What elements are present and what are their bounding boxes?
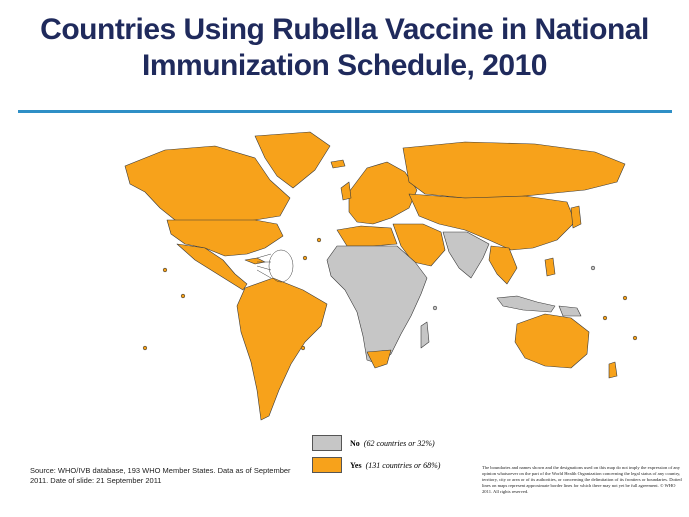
indonesia <box>496 295 556 313</box>
iceland <box>330 159 346 169</box>
legend-item-no: No (62 countries or 32%) <box>312 434 440 452</box>
source-line-2: 2011. Date of slide: 21 September 2011 <box>30 476 162 485</box>
source-line-1: Source: WHO/IVB database, 193 WHO Member… <box>30 466 291 475</box>
europe <box>348 161 418 225</box>
russia <box>402 141 626 199</box>
middle-east <box>392 223 446 267</box>
japan <box>570 205 582 229</box>
papua-new-guinea <box>558 305 582 317</box>
southern-africa <box>366 349 392 369</box>
title-divider <box>18 110 672 113</box>
caribbean <box>244 257 266 265</box>
island <box>302 255 308 261</box>
southeast-asia <box>488 245 518 285</box>
australia <box>514 313 590 369</box>
legend-label-yes: Yes <box>350 460 362 470</box>
island <box>142 345 148 351</box>
central-east-asia <box>408 193 576 251</box>
island <box>162 267 168 273</box>
map-disclaimer: The boundaries and names shown and the d… <box>482 465 682 494</box>
uk <box>340 181 352 201</box>
legend-detail-no: (62 countries or 32%) <box>363 438 435 448</box>
island <box>432 305 438 311</box>
slide-title: Countries Using Rubella Vaccine in Natio… <box>0 12 689 84</box>
island <box>180 293 186 299</box>
source-note: Source: WHO/IVB database, 193 WHO Member… <box>30 466 300 486</box>
caribbean-callout <box>256 249 294 283</box>
legend-item-yes: Yes (131 countries or 68%) <box>312 456 440 474</box>
mexico-central-america <box>176 243 248 291</box>
madagascar <box>420 321 430 349</box>
south-america <box>236 277 328 421</box>
legend-swatch-no <box>312 435 342 451</box>
world-map <box>124 131 638 421</box>
island <box>632 335 638 341</box>
map-legend: No (62 countries or 32%) Yes (131 countr… <box>312 434 440 478</box>
legend-detail-yes: (131 countries or 68%) <box>365 460 441 470</box>
legend-swatch-yes <box>312 457 342 473</box>
greenland <box>254 131 331 189</box>
island <box>300 345 306 351</box>
new-zealand <box>608 361 618 379</box>
title-line-2: Immunization Schedule, 2010 <box>142 49 547 82</box>
island <box>590 265 596 271</box>
usa <box>166 219 284 257</box>
island <box>622 295 628 301</box>
south-asia <box>442 231 490 279</box>
island <box>316 237 322 243</box>
philippines <box>544 257 556 277</box>
island <box>602 315 608 321</box>
africa-no <box>326 245 428 365</box>
legend-label-no: No <box>350 438 360 448</box>
title-line-1: Countries Using Rubella Vaccine in Natio… <box>40 13 649 46</box>
north-africa-yes <box>336 225 398 247</box>
